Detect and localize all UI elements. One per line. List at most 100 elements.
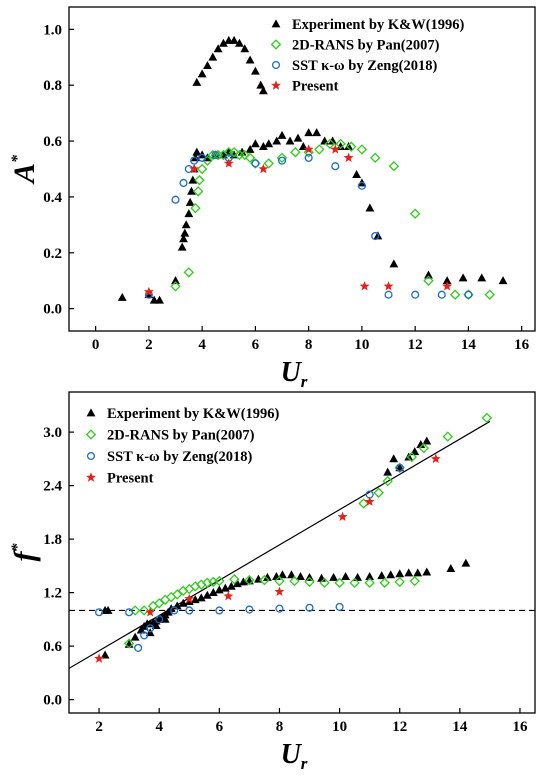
data-point-diamond	[334, 577, 345, 589]
data-point-circle	[170, 606, 179, 615]
data-point-diamond	[484, 289, 495, 300]
data-point-triangle	[219, 38, 228, 47]
data-point-diamond	[263, 158, 274, 169]
x-tick-label: 2	[95, 719, 103, 735]
data-point-diamond	[153, 598, 165, 609]
data-point-triangle	[258, 86, 268, 95]
y-tick-label: 0.0	[43, 693, 62, 709]
data-point-circle	[245, 605, 254, 614]
data-point-circle	[357, 181, 366, 190]
data-point-triangle	[208, 52, 218, 61]
data-point-triangle	[197, 69, 207, 78]
y-tick-label: 0.2	[43, 246, 62, 262]
x-tick-label: 2	[145, 337, 153, 353]
data-point-triangle	[312, 128, 322, 137]
x-axis-title-sub: r	[301, 372, 308, 391]
data-point-triangle	[422, 567, 432, 576]
data-point-triangle	[329, 572, 338, 581]
data-point-triangle	[272, 136, 282, 145]
x-axis-title: Ur	[281, 357, 308, 391]
y-tick-label: 2.4	[43, 479, 62, 495]
data-point-triangle	[373, 231, 383, 240]
data-point-triangle	[446, 563, 456, 572]
data-point-diamond	[192, 186, 204, 197]
data-point-circle	[125, 608, 134, 617]
legend-marker-diamond	[85, 429, 97, 440]
data-point-star	[145, 607, 156, 617]
data-point-star	[383, 281, 394, 291]
series-triangle	[100, 436, 471, 659]
data-point-diamond	[364, 577, 375, 589]
data-point-circle	[146, 624, 155, 633]
y-axis-title: f*	[8, 543, 41, 562]
data-point-triangle	[413, 568, 423, 577]
data-point-diamond	[290, 147, 301, 158]
data-point-diamond	[138, 605, 150, 616]
data-point-star	[337, 511, 348, 522]
legend-marker-circle	[86, 451, 96, 461]
plot-area	[69, 412, 535, 669]
legend: Experiment by K&W(1996) 2D-RANS by Pan(20…	[270, 17, 465, 95]
data-point-triangle	[238, 577, 248, 586]
data-point-diamond	[449, 289, 461, 300]
data-point-triangle	[365, 203, 375, 212]
legend-marker-triangle	[86, 408, 96, 417]
data-point-triangle	[458, 273, 468, 282]
data-point-triangle	[386, 570, 396, 579]
data-point-circle	[140, 631, 149, 640]
data-point-diamond	[370, 152, 381, 164]
data-point-diamond	[481, 412, 493, 424]
data-point-triangle	[229, 35, 239, 44]
series-star	[143, 144, 453, 297]
data-point-triangle	[245, 55, 255, 64]
data-point-triangle	[124, 639, 134, 648]
x-tick-label: 12	[408, 337, 423, 353]
data-point-diamond	[170, 281, 181, 292]
data-point-triangle	[240, 44, 250, 53]
data-point-triangle	[410, 447, 420, 456]
data-point-diamond	[379, 577, 390, 589]
data-point-triangle	[211, 150, 220, 159]
data-point-diamond	[303, 147, 314, 158]
data-point-diamond	[259, 574, 270, 586]
data-point-diamond	[214, 575, 225, 587]
data-point-diamond	[183, 267, 195, 278]
data-point-triangle	[477, 273, 487, 282]
data-point-triangle	[237, 147, 247, 156]
legend-label: SST κ-ω by Zeng(2018)	[107, 449, 252, 465]
data-point-diamond	[358, 498, 369, 509]
data-point-star	[343, 152, 354, 163]
y-tick-label: 3.0	[43, 425, 62, 441]
data-point-circle	[134, 643, 143, 652]
y-axis-title-sup: *	[9, 543, 26, 552]
legend-label: Experiment by K&W(1996)	[107, 406, 280, 422]
data-point-diamond	[356, 144, 368, 155]
data-point-diamond	[406, 451, 417, 463]
series-circle	[95, 463, 404, 652]
frequency-chart: 2 4 6 8 10 12 14 16 0.0 0.6 1.2 1.8 2.4 3.0 Experiment…	[8, 391, 536, 773]
data-point-circle	[251, 159, 260, 168]
data-point-star	[94, 653, 105, 663]
data-point-triangle	[160, 614, 170, 623]
data-point-triangle	[377, 571, 387, 580]
data-point-circle	[215, 606, 224, 615]
data-point-triangle	[244, 576, 254, 585]
legend-marker-circle	[271, 60, 281, 70]
plot-frame	[68, 6, 536, 332]
data-point-circle	[95, 608, 104, 617]
data-point-circle	[411, 290, 420, 299]
x-tick-label: 12	[392, 719, 407, 735]
legend-label: Present	[292, 79, 339, 95]
data-point-diamond	[244, 152, 256, 164]
legend: Experiment by K&W(1996) 2D-RANS by Pan(20…	[85, 406, 280, 487]
y-tick-label: 0.6	[43, 639, 62, 655]
x-tick-label: 10	[354, 337, 369, 353]
x-axis-title-sub: r	[301, 754, 308, 773]
data-point-triangle	[179, 234, 188, 243]
data-point-star	[258, 163, 269, 174]
amplitude-chart: 0 2 4 6 8 10 12 14 16 0.0 0.2 0.4 0.6 0.8 1.0 Experimen…	[8, 6, 536, 391]
x-tick-label: 8	[305, 337, 313, 353]
data-point-triangle	[185, 197, 195, 206]
data-point-triangle	[344, 142, 353, 151]
